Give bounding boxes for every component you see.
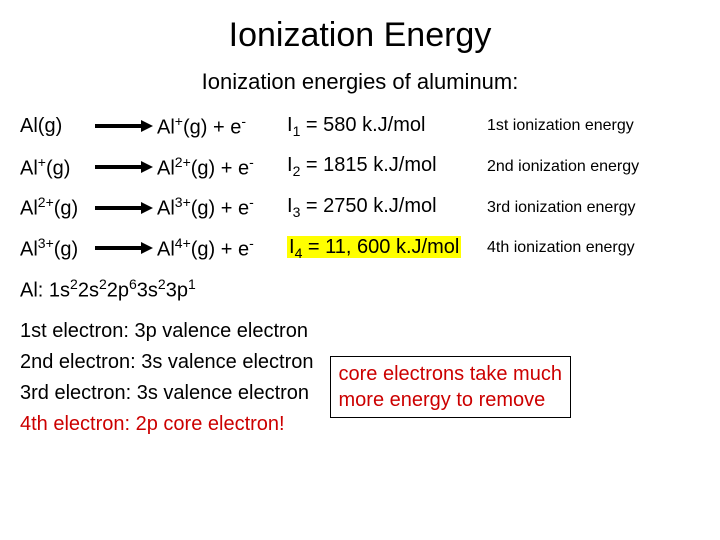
ionization-label: 1st ionization energy [487,117,700,135]
ionization-label: 2nd ionization energy [487,158,700,176]
electron-list: 1st electron: 3p valence electron2nd ele… [20,316,314,440]
reactant: Al2+(g) [20,194,95,221]
core-electron-note: core electrons take much more energy to … [330,356,571,418]
reaction-arrow-icon [95,241,157,255]
electron-item: 4th electron: 2p core electron! [20,409,314,440]
product: Al4+(g) + e- [157,235,287,262]
ionization-row: Al2+(g) Al3+(g) + e-I3 = 2750 k.J/mol3rd … [20,194,700,221]
reactant: Al3+(g) [20,235,95,262]
reactant: Al+(g) [20,154,95,181]
reaction-arrow-icon [95,160,157,174]
energy-value: I1 = 580 k.J/mol [287,114,487,139]
energy-value: I2 = 1815 k.J/mol [287,154,487,179]
electron-config: Al: 1s22s22p63s23p1 [20,276,700,303]
ionization-row: Al3+(g) Al4+(g) + e-I4 = 11, 600 k.J/mol4… [20,235,700,262]
ionization-row: Al(g) Al+(g) + e-I1 = 580 k.J/mol1st ioni… [20,113,700,140]
reaction-arrow-icon [95,201,157,215]
product: Al+(g) + e- [157,113,287,140]
electron-item: 1st electron: 3p valence electron [20,316,314,347]
note-line-2: more energy to remove [339,389,546,411]
energy-value: I4 = 11, 600 k.J/mol [287,236,487,261]
electron-item: 3rd electron: 3s valence electron [20,378,314,409]
product: Al3+(g) + e- [157,194,287,221]
ionization-row: Al+(g) Al2+(g) + e-I2 = 1815 k.J/mol2nd i… [20,154,700,181]
product: Al2+(g) + e- [157,154,287,181]
subtitle: Ionization energies of aluminum: [20,69,700,95]
note-line-1: core electrons take much [339,363,562,385]
energy-value: I3 = 2750 k.J/mol [287,195,487,220]
ionization-label: 4th ionization energy [487,239,700,257]
ionization-label: 3rd ionization energy [487,199,700,217]
reaction-arrow-icon [95,119,157,133]
electron-item: 2nd electron: 3s valence electron [20,347,314,378]
reactant: Al(g) [20,115,95,138]
page-title: Ionization Energy [20,16,700,55]
ionization-rows: Al(g) Al+(g) + e-I1 = 580 k.J/mol1st ioni… [20,113,700,262]
